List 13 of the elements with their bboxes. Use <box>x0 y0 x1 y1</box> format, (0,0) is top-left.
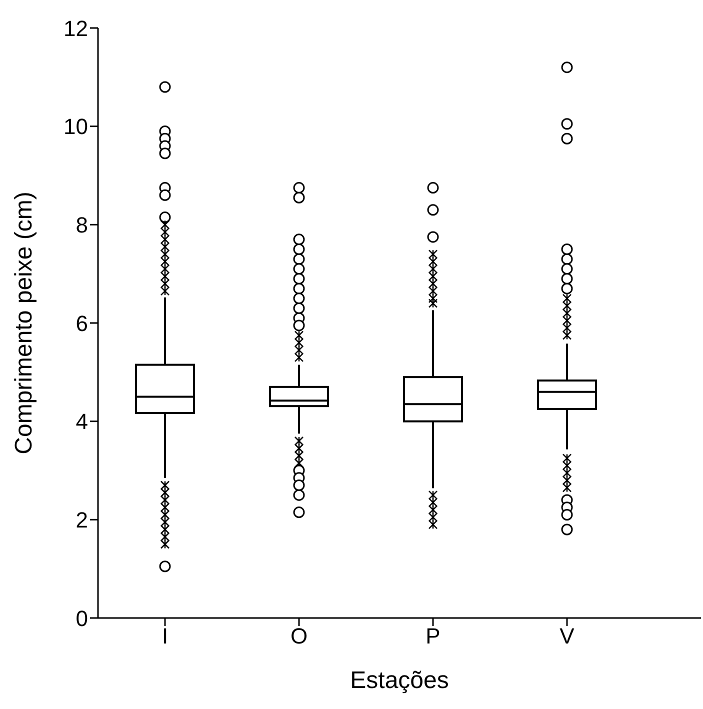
y-tick-label: 10 <box>64 114 88 140</box>
x-tick-label: V <box>560 624 575 649</box>
y-tick-label: 12 <box>64 16 88 41</box>
y-tick-label: 4 <box>76 409 88 434</box>
x-axis-title: Estações <box>350 667 449 694</box>
x-tick-label: O <box>290 624 308 649</box>
x-tick-label: I <box>162 624 168 649</box>
y-tick-label: 0 <box>76 606 88 631</box>
x-tick-label: P <box>426 624 440 649</box>
y-axis-title: Comprimento peixe (cm) <box>10 192 38 454</box>
y-tick-label: 8 <box>76 212 88 238</box>
y-tick-label: 2 <box>76 507 88 532</box>
y-tick-label: 6 <box>76 310 88 336</box>
